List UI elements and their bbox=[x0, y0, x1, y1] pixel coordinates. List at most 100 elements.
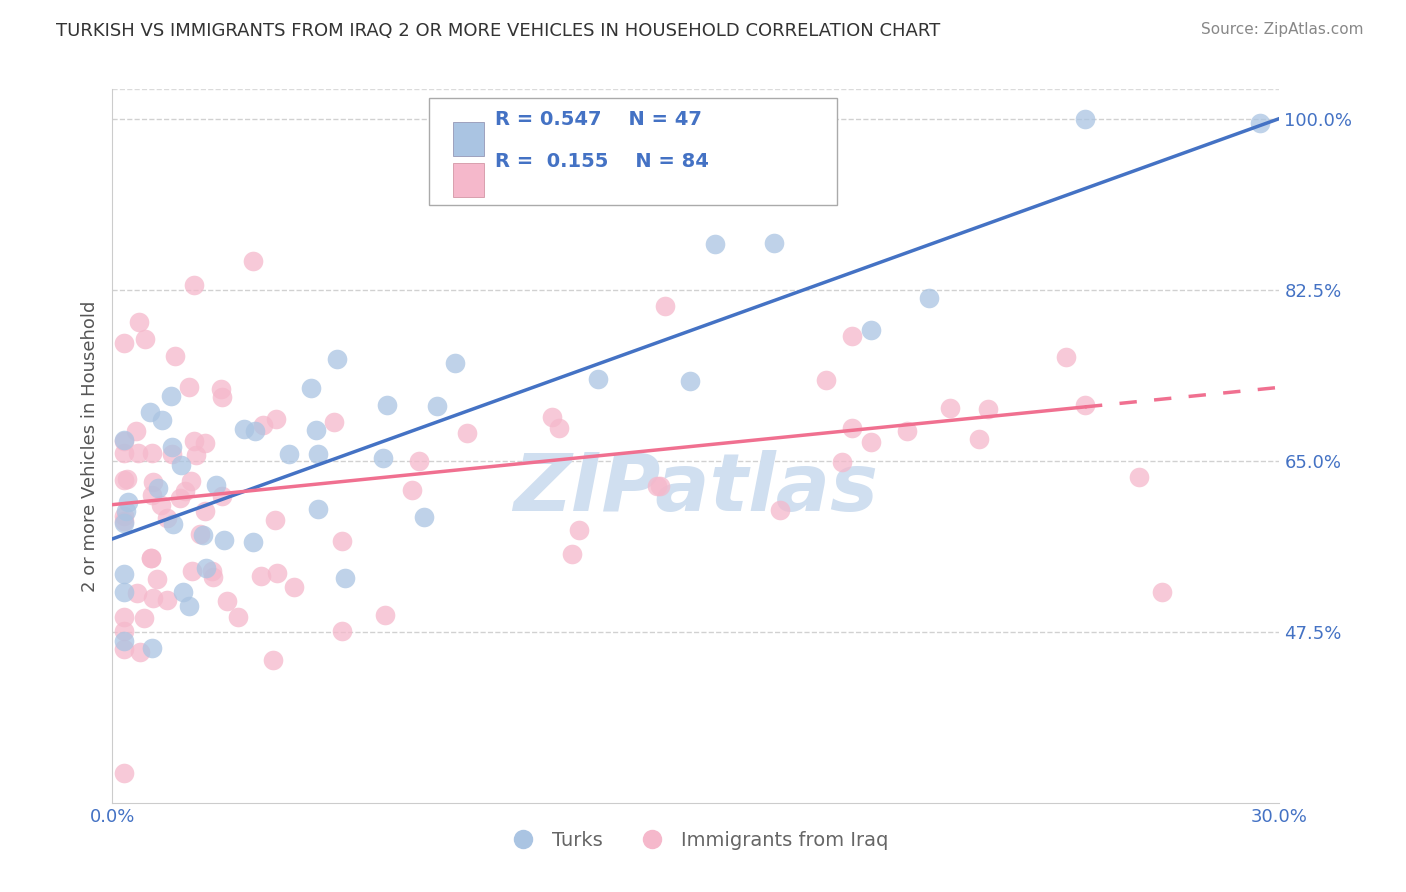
Point bbox=[264, 513, 287, 527]
Point bbox=[150, 499, 173, 513]
Text: TURKISH VS IMMIGRANTS FROM IRAQ 2 OR MORE VEHICLES IN HOUSEHOLD CORRELATION CHAR: TURKISH VS IMMIGRANTS FROM IRAQ 2 OR MOR… bbox=[56, 22, 941, 40]
Point bbox=[548, 421, 571, 435]
Point bbox=[112, 509, 135, 524]
Point bbox=[148, 481, 170, 495]
Point bbox=[160, 440, 183, 454]
Point bbox=[112, 610, 135, 624]
Point bbox=[204, 477, 226, 491]
Point bbox=[242, 253, 264, 268]
Point bbox=[162, 516, 184, 531]
Point bbox=[139, 405, 162, 419]
Point bbox=[201, 570, 224, 584]
Point bbox=[139, 551, 162, 566]
Legend: Turks, Immigrants from Iraq: Turks, Immigrants from Iraq bbox=[496, 822, 896, 857]
Point bbox=[112, 567, 135, 582]
Point bbox=[112, 584, 135, 599]
Point bbox=[141, 488, 163, 502]
Point bbox=[814, 373, 837, 387]
Point bbox=[127, 586, 149, 600]
Point bbox=[242, 535, 264, 549]
Point bbox=[112, 633, 135, 648]
Point bbox=[180, 564, 202, 578]
Point bbox=[1249, 116, 1271, 130]
Point bbox=[918, 291, 941, 305]
Point bbox=[264, 411, 287, 425]
Point bbox=[305, 423, 328, 437]
Point bbox=[194, 436, 217, 450]
Point bbox=[561, 547, 583, 561]
Point bbox=[112, 474, 135, 488]
Point bbox=[112, 514, 135, 528]
Point bbox=[160, 389, 183, 403]
Point bbox=[183, 434, 205, 448]
Point bbox=[169, 491, 191, 505]
Point bbox=[174, 483, 197, 498]
Point bbox=[115, 472, 138, 486]
Point bbox=[165, 349, 187, 363]
Point bbox=[150, 412, 173, 426]
Point bbox=[654, 299, 676, 313]
Point bbox=[426, 400, 449, 414]
Point bbox=[250, 569, 273, 583]
Point bbox=[375, 398, 398, 412]
Point bbox=[401, 483, 423, 498]
Point bbox=[179, 380, 201, 394]
Text: Source: ZipAtlas.com: Source: ZipAtlas.com bbox=[1201, 22, 1364, 37]
Point bbox=[252, 417, 274, 432]
Point bbox=[112, 434, 135, 449]
Point bbox=[180, 474, 202, 488]
Point bbox=[215, 594, 238, 608]
Point bbox=[146, 573, 169, 587]
Point bbox=[142, 475, 165, 490]
Point bbox=[127, 446, 149, 460]
Point bbox=[648, 479, 671, 493]
Point bbox=[188, 527, 211, 541]
Point bbox=[896, 424, 918, 438]
Point bbox=[586, 372, 609, 386]
Point bbox=[141, 446, 163, 460]
Point bbox=[114, 504, 136, 518]
Point bbox=[183, 277, 205, 292]
Point bbox=[568, 523, 591, 537]
Point bbox=[172, 585, 194, 599]
Point bbox=[299, 381, 322, 395]
Point bbox=[211, 489, 233, 503]
Point bbox=[112, 766, 135, 780]
Point bbox=[860, 434, 883, 449]
Point bbox=[371, 450, 394, 465]
Text: R =  0.155    N = 84: R = 0.155 N = 84 bbox=[495, 152, 709, 170]
Point bbox=[170, 458, 193, 472]
Text: ZIPatlas: ZIPatlas bbox=[513, 450, 879, 528]
Point bbox=[326, 352, 349, 367]
Point bbox=[194, 561, 217, 575]
Point bbox=[769, 503, 792, 517]
Point bbox=[156, 593, 179, 607]
Point bbox=[1074, 112, 1097, 126]
Point bbox=[408, 454, 430, 468]
Point bbox=[201, 564, 224, 578]
Point bbox=[762, 236, 785, 251]
Point bbox=[307, 502, 329, 516]
Point bbox=[262, 653, 284, 667]
Point bbox=[374, 608, 396, 623]
Point bbox=[156, 511, 179, 525]
Point bbox=[191, 528, 214, 542]
Point bbox=[333, 571, 356, 585]
Point bbox=[232, 422, 254, 436]
Point bbox=[112, 433, 135, 447]
Point bbox=[323, 416, 346, 430]
Point bbox=[142, 591, 165, 606]
Point bbox=[1150, 584, 1173, 599]
Point bbox=[540, 410, 562, 425]
Text: R = 0.547    N = 47: R = 0.547 N = 47 bbox=[495, 110, 702, 128]
Point bbox=[177, 599, 200, 614]
Point bbox=[704, 237, 727, 252]
Point bbox=[977, 401, 1000, 416]
Point bbox=[330, 624, 353, 639]
Point bbox=[859, 323, 883, 337]
Point bbox=[194, 503, 217, 517]
Point bbox=[209, 383, 232, 397]
Point bbox=[212, 533, 235, 547]
Point bbox=[226, 609, 249, 624]
Point bbox=[278, 447, 301, 461]
